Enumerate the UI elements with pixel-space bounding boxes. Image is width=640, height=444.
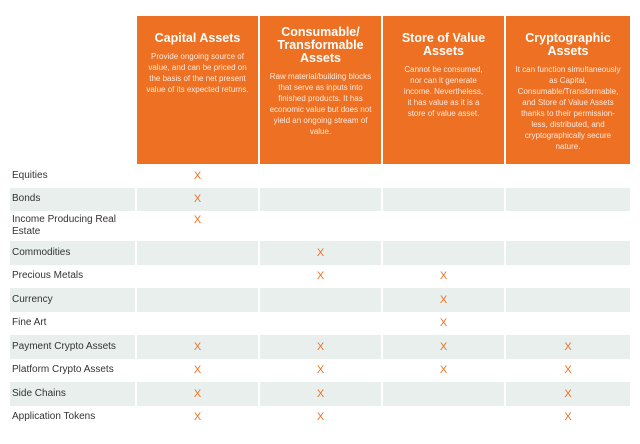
empty-cell <box>383 187 504 211</box>
check-mark: X <box>137 187 258 211</box>
empty-cell <box>506 241 630 265</box>
row-label: Fine Art <box>12 317 47 329</box>
check-mark: X <box>260 335 381 359</box>
column-description: It can function simultaneously as Capita… <box>515 65 621 151</box>
row-label: Precious Metals <box>12 270 84 282</box>
column-description: Cannot be consumed, nor can it generate … <box>403 65 484 118</box>
check-mark: X <box>137 382 258 406</box>
column-title: Capital Assets <box>154 31 241 45</box>
empty-cell <box>383 211 504 241</box>
check-mark: X <box>193 411 202 424</box>
row-label: Currency <box>10 288 135 312</box>
check-mark: X <box>260 382 381 406</box>
check-mark: X <box>193 214 202 226</box>
column-title: Consumable/ Transformable Assets <box>277 25 364 65</box>
check-mark: X <box>439 270 448 283</box>
empty-cell <box>137 241 258 265</box>
empty-cell <box>506 164 630 188</box>
empty-cell <box>260 187 381 211</box>
check-mark: X <box>137 335 258 359</box>
header-cryptographic-assets: Cryptographic Assets It can function sim… <box>506 16 630 164</box>
check-mark: X <box>439 364 448 377</box>
row-label: Equities <box>12 169 48 181</box>
row-label: Payment Crypto Assets <box>10 335 135 359</box>
empty-cell <box>383 406 504 430</box>
check-mark: X <box>439 317 448 330</box>
row-label: Commodities <box>10 241 135 265</box>
empty-cell <box>260 312 381 336</box>
check-mark: X <box>193 169 202 182</box>
row-label: Income Producing Real Estate <box>12 214 116 237</box>
empty-cell <box>506 288 630 312</box>
row-label: Application Tokens <box>12 411 96 423</box>
empty-cell <box>506 187 630 211</box>
row-label: Bonds <box>10 187 135 211</box>
empty-cell <box>506 265 630 289</box>
check-mark: X <box>383 335 504 359</box>
row-label: Platform Crypto Assets <box>12 364 114 376</box>
empty-cell <box>137 288 258 312</box>
empty-cell <box>506 211 630 241</box>
header-capital-assets: Capital Assets Provide ongoing source of… <box>137 16 258 164</box>
check-mark: X <box>506 335 630 359</box>
asset-class-table: Capital Assets Provide ongoing source of… <box>10 16 630 430</box>
check-mark: X <box>316 364 325 377</box>
check-mark: X <box>260 241 381 265</box>
empty-cell <box>506 312 630 336</box>
empty-cell <box>260 164 381 188</box>
empty-cell <box>383 241 504 265</box>
empty-cell <box>137 265 258 289</box>
empty-cell <box>383 164 504 188</box>
empty-cell <box>260 211 381 241</box>
column-title: Cryptographic Assets <box>525 31 611 58</box>
check-mark: X <box>564 411 572 424</box>
check-mark: X <box>506 382 630 406</box>
column-description: Raw material/building blocks that serve … <box>269 72 372 136</box>
column-title: Store of Value Assets <box>401 31 486 58</box>
header-corner <box>10 16 135 164</box>
check-mark: X <box>316 411 325 424</box>
check-mark: X <box>316 270 325 283</box>
check-mark: X <box>193 364 202 377</box>
header-consumable-assets: Consumable/ Transformable Assets Raw mat… <box>260 16 381 164</box>
header-store-of-value-assets: Store of Value Assets Cannot be consumed… <box>383 16 504 164</box>
empty-cell <box>383 382 504 406</box>
check-mark: X <box>564 364 572 377</box>
row-label: Side Chains <box>10 382 135 406</box>
empty-cell <box>260 288 381 312</box>
empty-cell <box>137 312 258 336</box>
check-mark: X <box>383 288 504 312</box>
column-description: Provide ongoing source of value, and can… <box>146 52 249 94</box>
